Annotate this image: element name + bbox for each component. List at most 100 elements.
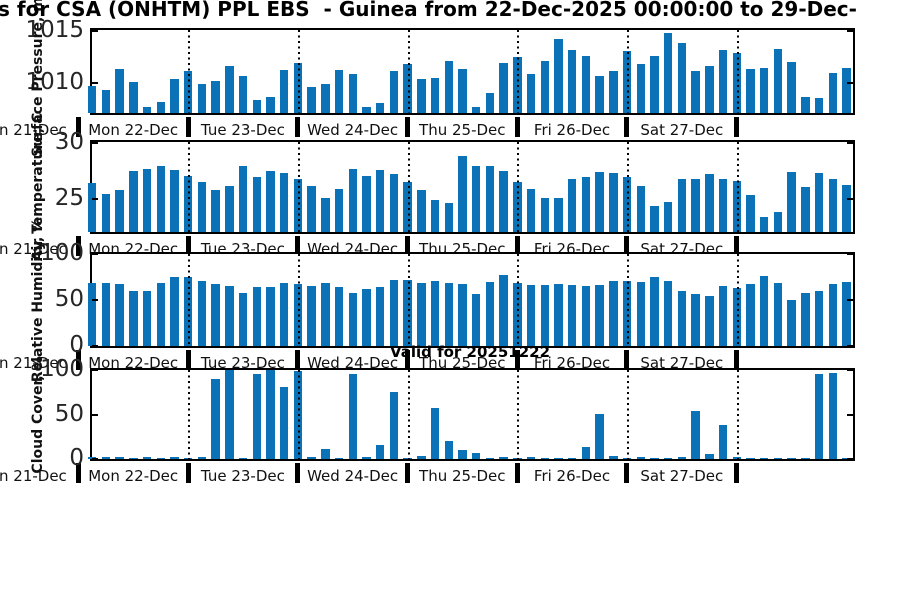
- bar: [129, 170, 138, 232]
- bar: [238, 457, 248, 460]
- bar: [156, 458, 166, 460]
- bar: [307, 286, 316, 347]
- bar: [526, 456, 536, 460]
- day-label: Fri 26-Dec: [533, 354, 611, 373]
- bar: [156, 102, 166, 113]
- y-tick-label: 30: [54, 128, 84, 155]
- bar: [101, 89, 111, 113]
- bar: [375, 169, 385, 232]
- bar: [842, 281, 851, 347]
- day-tick: [75, 463, 81, 484]
- bar: [225, 370, 234, 460]
- bar: [485, 281, 495, 347]
- bar: [252, 100, 262, 113]
- bar: [142, 290, 152, 347]
- y-tick-label: 25: [54, 185, 84, 212]
- panel-air-temperature: [87, 140, 855, 234]
- bar: [759, 67, 769, 113]
- bar: [540, 61, 550, 113]
- day-label: Sat 27-Dec: [640, 467, 724, 486]
- bar: [266, 97, 275, 113]
- bar: [787, 172, 796, 232]
- bar: [663, 280, 673, 347]
- bar: [567, 178, 577, 232]
- bar: [581, 286, 591, 347]
- day-tick: [295, 463, 301, 484]
- day-label: Tue 23-Dec: [200, 121, 285, 139]
- day-tick: [295, 235, 301, 256]
- bar: [540, 198, 550, 232]
- bar: [87, 183, 97, 232]
- bar: [375, 103, 385, 113]
- y-tick-mark-left: [92, 198, 98, 201]
- bar: [252, 374, 262, 460]
- bar: [842, 184, 851, 232]
- day-boundary-dotted-line: [297, 254, 300, 347]
- day-label: Sun 21-Dec: [0, 467, 67, 486]
- y-tick-mark-left: [92, 141, 98, 144]
- bar: [266, 170, 275, 232]
- bar: [211, 81, 220, 113]
- day-tick: [734, 235, 740, 256]
- bar: [842, 458, 851, 460]
- bar: [554, 198, 563, 232]
- y-tick-mark-left: [92, 253, 98, 255]
- day-boundary-dotted-line: [736, 370, 739, 460]
- y-tick-label: 0: [69, 445, 84, 472]
- valid-for-label: Valid for 20251222: [389, 343, 551, 361]
- bar: [581, 446, 591, 460]
- panel-surface-pressure: [87, 28, 855, 115]
- bar: [156, 282, 166, 347]
- figure-title: s for CSA (ONHTM) PPL EBS - Guinea from …: [0, 0, 857, 21]
- y-tick-label: 100: [40, 240, 84, 266]
- day-label: Sun 21-Dec: [0, 239, 67, 258]
- day-tick: [514, 463, 520, 484]
- bar: [595, 413, 604, 460]
- day-boundary-dotted-line: [736, 142, 739, 232]
- bar: [225, 185, 234, 232]
- day-tick: [185, 350, 191, 371]
- bar: [362, 289, 371, 347]
- day-label: Sun 21-Dec: [0, 121, 67, 139]
- day-boundary-dotted-line: [517, 254, 520, 347]
- day-boundary-dotted-line: [626, 30, 629, 113]
- day-label: Tue 23-Dec: [200, 354, 285, 373]
- bar: [348, 73, 358, 113]
- bar: [389, 174, 399, 232]
- bar: [773, 458, 783, 460]
- day-boundary-dotted-line: [188, 142, 190, 232]
- bar: [801, 458, 810, 460]
- bar: [677, 456, 687, 460]
- bar: [225, 66, 234, 113]
- y-tick-mark-right: [847, 253, 853, 255]
- day-tick: [514, 350, 520, 371]
- bar: [238, 166, 248, 232]
- bar: [471, 166, 481, 232]
- day-tick: [514, 117, 520, 137]
- bar: [814, 98, 824, 113]
- day-boundary-dotted-line: [407, 370, 410, 460]
- bar: [417, 79, 426, 113]
- bar: [650, 458, 659, 460]
- y-tick-label: 1010: [25, 69, 84, 96]
- day-tick: [514, 235, 520, 256]
- bar: [828, 72, 838, 113]
- panel-cloud-cover: [87, 368, 855, 462]
- y-tick-mark-right: [847, 299, 853, 302]
- y-tick-label: 50: [54, 400, 84, 427]
- bar: [238, 76, 248, 113]
- day-label: Tue 23-Dec: [200, 467, 285, 486]
- bar: [279, 386, 289, 460]
- bar: [677, 43, 687, 113]
- bar: [801, 292, 810, 347]
- bar: [115, 284, 124, 347]
- bar: [554, 39, 563, 113]
- y-tick-mark-right: [847, 458, 853, 461]
- bar: [458, 284, 467, 347]
- y-tick-mark-left: [92, 413, 98, 416]
- bar: [471, 106, 481, 113]
- bar: [417, 190, 426, 232]
- bar: [307, 185, 316, 232]
- bar: [746, 194, 755, 232]
- y-tick-label: 1015: [25, 16, 84, 43]
